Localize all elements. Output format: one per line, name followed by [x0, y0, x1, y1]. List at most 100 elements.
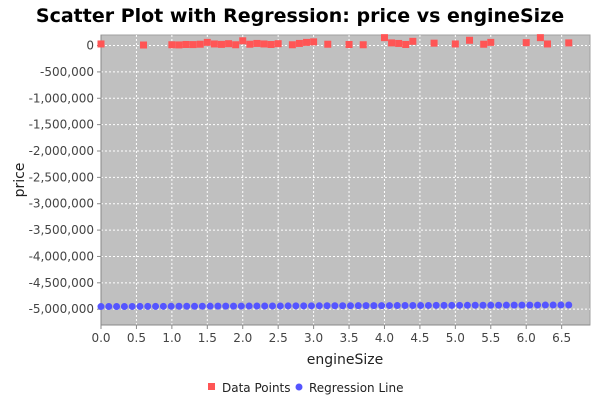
x-tick-label: 0.0	[91, 331, 110, 345]
regression-point	[541, 301, 549, 309]
regression-point	[526, 301, 534, 309]
data-point	[217, 40, 225, 48]
regression-point	[471, 301, 479, 309]
regression-point	[448, 301, 456, 309]
data-point	[409, 37, 417, 45]
regression-point	[191, 302, 199, 310]
regression-point	[159, 302, 167, 310]
data-point	[324, 40, 332, 48]
data-point	[267, 40, 275, 48]
regression-point	[510, 301, 518, 309]
data-point	[536, 34, 544, 42]
regression-point	[432, 301, 440, 309]
legend-marker-data-points	[208, 383, 215, 390]
regression-point	[237, 302, 245, 310]
x-tick-label: 2.5	[269, 331, 288, 345]
data-point	[402, 40, 410, 48]
y-tick-label: -1,500,000	[29, 118, 94, 132]
regression-point	[385, 302, 393, 310]
y-tick-label: -500,000	[40, 65, 94, 79]
x-axis-label: engineSize	[307, 352, 384, 368]
regression-point	[292, 302, 300, 310]
tick-labels: 0.0 0.5 1.0 1.5 2.0 2.5 3.0 3.5 4.0 4.5 5.0 5.5 6.0 6…	[29, 39, 572, 345]
data-point	[565, 39, 573, 47]
data-point	[303, 38, 311, 46]
regression-point	[401, 302, 409, 310]
regression-point	[214, 302, 222, 310]
y-tick-label: -4,000,000	[29, 249, 94, 263]
legend-label-regression-line: Regression Line	[309, 381, 403, 395]
chart-title: Scatter Plot with Regression: price vs e…	[36, 5, 564, 27]
x-tick-label: 2.0	[233, 331, 252, 345]
regression-point	[120, 302, 128, 310]
data-point	[239, 37, 247, 45]
data-point	[210, 40, 218, 48]
data-point	[97, 40, 105, 48]
data-point	[359, 41, 367, 49]
regression-point	[307, 302, 315, 310]
data-point	[253, 39, 261, 47]
data-point	[543, 40, 551, 48]
regression-point	[97, 303, 105, 311]
data-point	[274, 40, 282, 48]
grid-lines	[100, 35, 590, 325]
regression-point	[370, 302, 378, 310]
y-tick-label: -4,500,000	[29, 276, 94, 290]
regression-point	[362, 302, 370, 310]
x-tick-label: 1.5	[198, 331, 217, 345]
data-point	[345, 40, 353, 48]
data-point	[451, 40, 459, 48]
data-point	[480, 40, 488, 48]
regression-point	[557, 301, 565, 309]
regression-point	[105, 303, 113, 311]
regression-point	[183, 302, 191, 310]
regression-point	[136, 302, 144, 310]
regression-point	[463, 301, 471, 309]
legend: Data Points Regression Line	[208, 381, 403, 395]
data-point	[380, 34, 388, 42]
x-tick-label: 3.0	[304, 331, 323, 345]
regression-point	[269, 302, 277, 310]
plot-area	[100, 34, 591, 326]
data-point	[175, 41, 183, 49]
regression-point	[456, 301, 464, 309]
x-tick-label: 3.5	[339, 331, 358, 345]
regression-point	[206, 302, 214, 310]
data-point	[395, 39, 403, 47]
regression-point	[495, 301, 503, 309]
data-point	[140, 41, 148, 49]
data-point	[310, 38, 318, 46]
regression-point	[409, 301, 417, 309]
regression-point	[128, 302, 136, 310]
data-point	[288, 41, 296, 49]
regression-point	[245, 302, 253, 310]
x-tick-label: 6.5	[552, 331, 571, 345]
data-point	[196, 40, 204, 48]
regression-point	[339, 302, 347, 310]
regression-point	[167, 302, 175, 310]
y-tick-label: -3,500,000	[29, 223, 94, 237]
regression-point	[518, 301, 526, 309]
x-tick-label: 5.0	[446, 331, 465, 345]
y-tick-label: -2,000,000	[29, 144, 94, 158]
regression-line-series	[97, 301, 573, 311]
x-tick-label: 6.0	[517, 331, 536, 345]
y-tick-label: -1,000,000	[29, 91, 94, 105]
regression-point	[261, 302, 269, 310]
regression-point	[354, 302, 362, 310]
regression-point	[284, 302, 292, 310]
data-points-series	[97, 34, 573, 49]
legend-marker-regression-line	[295, 383, 303, 391]
regression-point	[152, 302, 160, 310]
regression-point	[113, 302, 121, 310]
regression-point	[346, 302, 354, 310]
regression-point	[222, 302, 230, 310]
data-point	[189, 41, 197, 49]
regression-point	[393, 302, 401, 310]
regression-point	[549, 301, 557, 309]
data-point	[225, 40, 233, 48]
regression-point	[565, 301, 573, 309]
data-point	[466, 36, 474, 44]
